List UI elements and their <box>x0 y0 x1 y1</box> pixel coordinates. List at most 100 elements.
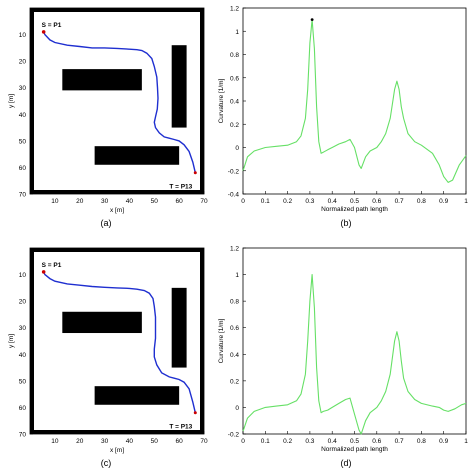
y-tick-label: 50 <box>19 378 27 385</box>
y-tick-label: 0 <box>235 145 239 152</box>
annotation-start: S = P1 <box>42 262 62 269</box>
x-tick-label: 1 <box>464 438 468 445</box>
y-tick-label: 0 <box>235 405 239 412</box>
y-tick-label: 20 <box>19 59 27 66</box>
y-tick-label: 0.6 <box>230 75 239 82</box>
panel-a-path-plot: S = P1 T = P13 10 20 30 40 50 60 70 10 20 30 40 50 60 7… <box>8 7 208 214</box>
panel-b-curvature-plot: 0 0.1 0.2 0.3 0.4 0.5 0.6 0.7 0.8 0.9 1 -0.4 -0.2 0 0.… <box>218 6 468 214</box>
obstacle-3 <box>94 146 180 165</box>
caption-c: (c) <box>101 458 112 468</box>
x-tick-label: 40 <box>126 198 134 205</box>
x-tick-label: 0.4 <box>328 198 337 205</box>
x-tick-label: 30 <box>101 438 109 445</box>
y-tick-label: 0.2 <box>230 378 239 385</box>
x-axis-label: x [m] <box>110 207 124 214</box>
y-tick-label: 50 <box>19 138 27 145</box>
x-tick-label: 60 <box>176 438 184 445</box>
obstacle-1 <box>62 69 142 91</box>
x-tick-label: 70 <box>200 198 208 205</box>
target-marker <box>193 411 197 415</box>
caption-a: (a) <box>101 218 112 228</box>
annotation-start: S = P1 <box>42 22 62 29</box>
panel-c-path-plot: S = P1 T = P13 10 20 30 40 50 60 70 10 20 30 40 50 60 7… <box>8 247 208 454</box>
curvature-line <box>242 274 467 435</box>
x-tick-label: 0.2 <box>283 438 292 445</box>
x-tick-label: 20 <box>76 198 84 205</box>
curvature-line <box>242 19 467 183</box>
y-tick-label: 0.2 <box>230 122 239 129</box>
x-tick-label: 30 <box>101 198 109 205</box>
x-tick-label: 10 <box>51 198 59 205</box>
y-axis-label: Curvature [1/m] <box>218 78 225 123</box>
x-axis-label: Normalized path length <box>321 206 388 213</box>
x-tick-label: 0.6 <box>372 438 381 445</box>
obstacle-1 <box>62 311 142 334</box>
x-tick-label: 0.2 <box>283 198 292 205</box>
caption-b: (b) <box>341 218 352 228</box>
panel-d-curvature-plot: 0 0.1 0.2 0.3 0.4 0.5 0.6 0.7 0.8 0.9 1-0.200.20.4… <box>218 246 468 454</box>
axes-box <box>29 247 205 435</box>
y-tick-label: -0.2 <box>228 168 240 175</box>
y-tick-label: 10 <box>19 272 27 279</box>
peak-marker <box>310 18 314 22</box>
y-tick-label: 70 <box>19 192 27 199</box>
y-tick-label: 20 <box>19 299 27 306</box>
y-tick-label: 70 <box>19 432 27 439</box>
y-tick-label: 1.2 <box>230 6 239 13</box>
y-tick-label: 0.4 <box>230 352 239 359</box>
x-tick-label: 0.7 <box>395 198 404 205</box>
y-tick-label: 0.6 <box>230 325 239 332</box>
annotation-target: T = P13 <box>169 184 192 191</box>
y-tick-label: 60 <box>19 165 27 172</box>
x-tick-label: 0 <box>241 198 245 205</box>
y-tick-label: 60 <box>19 405 27 412</box>
x-tick-label: 20 <box>76 438 84 445</box>
start-marker <box>41 270 46 274</box>
x-tick-label: 0.4 <box>328 438 337 445</box>
y-tick-label: 0.4 <box>230 99 239 106</box>
x-tick-label: 1 <box>464 198 468 205</box>
y-tick-label: 1 <box>235 29 239 36</box>
obstacle-2 <box>171 287 187 368</box>
x-tick-label: 0.1 <box>261 198 270 205</box>
caption-d: (d) <box>341 458 352 468</box>
axes-box <box>242 7 467 195</box>
obstacle-2 <box>171 45 187 128</box>
x-tick-label: 70 <box>200 438 208 445</box>
y-tick-label: 40 <box>19 112 27 119</box>
x-tick-label: 0.1 <box>261 438 270 445</box>
y-tick-label: 0.8 <box>230 52 239 59</box>
x-tick-label: 0.5 <box>350 198 359 205</box>
x-tick-label: 40 <box>126 438 134 445</box>
x-tick-label: 0.3 <box>305 198 314 205</box>
y-tick-label: 30 <box>19 85 27 92</box>
y-tick-label: 30 <box>19 325 27 332</box>
start-marker <box>41 30 46 34</box>
x-tick-label: 0.9 <box>439 198 448 205</box>
y-tick-label: 1 <box>235 272 239 279</box>
y-tick-label: 1.2 <box>230 246 239 253</box>
x-tick-label: 50 <box>151 438 159 445</box>
x-tick-label: 0.5 <box>350 438 359 445</box>
y-tick-label: 0.8 <box>230 299 239 306</box>
map-boundary <box>30 248 204 434</box>
x-tick-label: 0.3 <box>305 438 314 445</box>
x-tick-label: 0.8 <box>417 198 426 205</box>
map-boundary <box>30 8 204 194</box>
annotation-target: T = P13 <box>169 424 192 431</box>
target-marker <box>193 171 197 175</box>
y-tick-label: 40 <box>19 352 27 359</box>
x-axis-label: x [m] <box>110 447 124 454</box>
y-tick-label: 10 <box>19 32 27 39</box>
x-tick-label: 0 <box>241 438 245 445</box>
y-tick-label: -0.4 <box>228 192 240 199</box>
x-tick-label: 0.8 <box>417 438 426 445</box>
path-line <box>43 271 196 413</box>
x-tick-label: 60 <box>176 198 184 205</box>
path-line <box>43 31 196 173</box>
y-tick-label: -0.2 <box>228 432 240 439</box>
x-axis-label: Normalized path length <box>321 446 388 453</box>
y-axis-label: Curvature [1/m] <box>218 318 225 363</box>
x-tick-label: 50 <box>151 198 159 205</box>
axes-box <box>29 7 205 195</box>
